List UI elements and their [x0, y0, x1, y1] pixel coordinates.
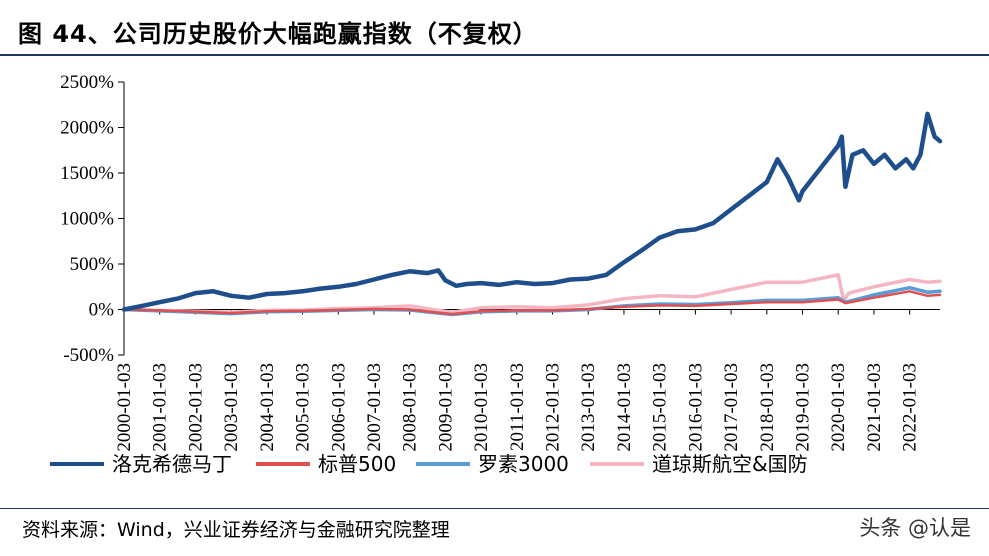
series-line-0 — [121, 111, 943, 312]
x-tick-label: 2022-01-03 — [900, 363, 921, 452]
x-tick-label: 2007-01-03 — [364, 363, 385, 452]
x-tick-label: 2021-01-03 — [864, 363, 885, 452]
x-tick-label: 2001-01-03 — [150, 363, 171, 452]
x-tick-label: 2020-01-03 — [828, 363, 849, 452]
source-divider — [0, 508, 989, 509]
legend-label-3: 道琼斯航空&国防 — [652, 452, 808, 476]
x-tick-label: 2000-01-03 — [114, 363, 135, 452]
x-tick-label: 2009-01-03 — [435, 363, 456, 452]
watermark: 头条 @认是 — [859, 516, 971, 540]
legend-label-2: 罗素3000 — [478, 452, 569, 476]
x-tick-label: 2015-01-03 — [650, 363, 671, 452]
x-tick-label: 2016-01-03 — [685, 363, 706, 452]
title-bar: 图 44、公司历史股价大幅跑赢指数（不复权） — [0, 0, 989, 56]
x-tick-label: 2013-01-03 — [578, 363, 599, 452]
series-line-3 — [122, 273, 942, 314]
line-chart: 2500% 2000% 1500% 1000% 500% 0% -500%2000-01-0… — [50, 72, 943, 476]
x-tick-label: 2017-01-03 — [721, 363, 742, 452]
source-note: 资料来源：Wind，兴业证券经济与金融研究院整理 — [22, 519, 450, 541]
x-tick-label: 2018-01-03 — [757, 363, 778, 452]
x-tick-label: 2011-01-03 — [507, 363, 528, 451]
y-tick-label: 2000% — [60, 118, 114, 139]
page-title: 图 44、公司历史股价大幅跑赢指数（不复权） — [18, 20, 538, 48]
y-tick-label: -500% — [63, 345, 114, 366]
x-tick-label: 2003-01-03 — [221, 363, 242, 452]
x-tick-label: 2010-01-03 — [471, 363, 492, 452]
x-tick-label: 2005-01-03 — [293, 363, 314, 452]
legend-label-0: 洛克希德马丁 — [112, 452, 232, 476]
y-tick-label: 1000% — [60, 209, 114, 230]
y-tick-label: 0% — [89, 300, 115, 321]
y-tick-label: 1500% — [60, 163, 114, 184]
x-tick-label: 2019-01-03 — [793, 363, 814, 452]
x-tick-label: 2002-01-03 — [185, 363, 206, 452]
y-tick-label: 2500% — [60, 72, 114, 93]
x-tick-label: 2012-01-03 — [543, 363, 564, 452]
x-tick-label: 2014-01-03 — [614, 363, 635, 452]
x-tick-label: 2008-01-03 — [400, 363, 421, 452]
x-tick-label: 2004-01-03 — [257, 363, 278, 452]
x-tick-label: 2006-01-03 — [328, 363, 349, 452]
series-line-1 — [122, 290, 942, 316]
y-tick-label: 500% — [70, 254, 115, 275]
legend-label-1: 标普500 — [318, 452, 396, 476]
